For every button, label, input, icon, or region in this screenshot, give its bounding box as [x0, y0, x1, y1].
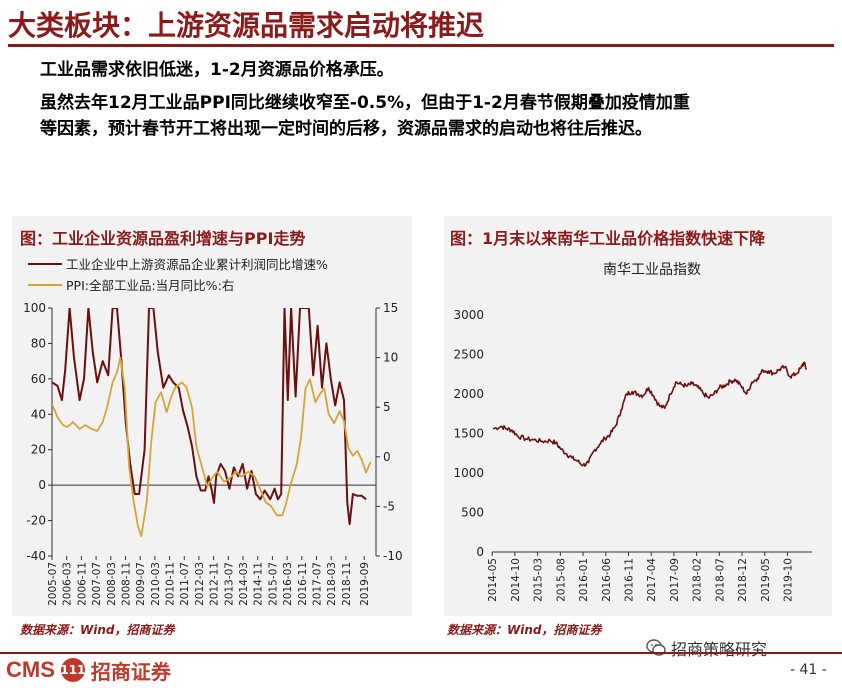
chart1-x-tick-label: 2016-11: [297, 562, 309, 606]
chart1-left-tick-label: 40: [31, 407, 46, 421]
chart1-right-tick-label: 15: [383, 301, 398, 315]
wechat-account: 招商策略研究: [646, 636, 767, 660]
chart1-x-tick-label: 2005-07: [47, 562, 59, 606]
chart2-y-tick-label: 2500: [453, 348, 484, 362]
wechat-icon: [646, 639, 666, 656]
chart2-y-tick-label: 500: [461, 506, 484, 520]
chart1-left-tick-label: 60: [31, 372, 46, 386]
chart1-left-tick-label: 80: [31, 336, 46, 350]
chart1-x-tick-label: 2016-03: [282, 562, 294, 606]
chart2-title: 南华工业品指数: [603, 262, 701, 278]
chart2-y-tick-label: 3000: [453, 308, 484, 322]
summary-line-3: 等因素，预计春节开工将出现一定时间的后移，资源品需求的启动也将往后推迟。: [40, 119, 652, 139]
chart2-x-tick-label: 2016-06: [601, 558, 613, 602]
chart1-x-tick-label: 2018-11: [341, 562, 353, 606]
chart2-x-tick-label: 2017-04: [646, 558, 658, 602]
chart1-x-tick-label: 2008-11: [120, 562, 132, 606]
page-title: 大类板块：上游资源品需求启动将推迟: [8, 9, 485, 42]
chart2-y-tick-label: 1000: [453, 466, 484, 480]
chart2-x-tick-label: 2019-05: [760, 558, 772, 602]
chart1-x-tick-label: 2010-03: [150, 562, 162, 606]
chart1-left-tick-label: 20: [31, 443, 46, 457]
chart1-x-tick-label: 2006-11: [76, 562, 88, 606]
chart1-left-tick-label: 0: [38, 478, 46, 492]
chart1-legend-label: PPI:全部工业品:当月同比%:右: [66, 278, 234, 293]
chart1-x-tick-label: 2019-09: [359, 562, 371, 606]
chart1-x-tick-label: 2012-03: [194, 562, 206, 606]
summary-line-1: 工业品需求依旧低迷，1-2月资源品价格承压。: [40, 60, 394, 80]
chart1-right-tick-label: -10: [383, 549, 403, 563]
title-underline: [8, 44, 834, 47]
chart1-x-tick-label: 2014-03: [238, 562, 250, 606]
chart1-right-tick-label: 0: [383, 450, 391, 464]
wechat-account-name: 招商策略研究: [671, 640, 768, 659]
figure2-title: 图：1月末以来南华工业品价格指数快速下降: [450, 229, 766, 248]
chart1-x-tick-label: 2008-03: [106, 562, 118, 606]
chart1-x-tick-label: 2009-07: [135, 562, 147, 606]
chart1-legend-label: 工业企业中上游资源品企业累计利润同比增速%: [66, 257, 328, 272]
logo-badge: 111: [60, 658, 85, 682]
chart2-plot: 南华工业品指数 0 500 1000 1500 2000 2500 3000 2014-05 20…: [453, 262, 812, 602]
chart2-x-tick-label: 2018-02: [692, 558, 704, 602]
chart2-series-nanhua: [492, 361, 808, 467]
company-logo: CMS 111 招商证券: [6, 656, 171, 684]
figure2-source: 数据来源：Wind，招商证券: [447, 623, 602, 637]
chart1-x-tick-label: 2014-11: [253, 562, 265, 606]
chart2-x-tick-label: 2016-01: [578, 558, 590, 602]
chart2-y-tick-label: 1500: [453, 427, 484, 441]
chart2-x-tick-label: 2018-12: [737, 558, 749, 602]
chart2-x-tick-label: 2016-11: [623, 558, 635, 602]
chart2-x-tick-label: 2018-07: [714, 558, 726, 602]
chart2-x-tick-label: 2019-10: [782, 558, 794, 602]
chart1-right-tick-label: -5: [383, 499, 395, 513]
chart1-right-tick-label: 5: [383, 400, 391, 414]
chart1-x-tick-label: 2010-11: [165, 562, 177, 606]
chart2-x-tick-label: 2017-09: [669, 558, 681, 602]
chart2-y-tick-label: 0: [476, 545, 484, 559]
chart1-x-tick-label: 2013-07: [223, 562, 235, 606]
chart1-x-tick-label: 2018-03: [326, 562, 338, 606]
page-number: - 41 -: [790, 662, 827, 678]
footer-rule: [0, 652, 842, 654]
chart2-x-tick-label: 2014-10: [510, 558, 522, 602]
chart1-x-tick-label: 2012-11: [209, 562, 221, 606]
chart1-x-tick-label: 2006-03: [62, 562, 74, 606]
chart1-right-tick-label: 10: [383, 351, 398, 365]
chart1-series-profit: [52, 308, 367, 526]
chart2-y-tick-label: 2000: [453, 387, 484, 401]
chart1-left-tick-label: -20: [26, 514, 46, 528]
chart2-x-tick-label: 2014-05: [487, 558, 499, 602]
logo-cn-text: 招商证券: [90, 659, 171, 684]
chart1-x-tick-label: 2015-07: [267, 562, 279, 606]
chart1-left-tick-label: 100: [23, 301, 46, 315]
chart1-x-tick-label: 2011-07: [179, 562, 191, 606]
chart2-x-tick-label: 2015-08: [555, 558, 567, 602]
chart1-left-tick-label: -40: [26, 549, 46, 563]
figure2-panel: [444, 216, 832, 616]
chart1-x-tick-label: 2017-07: [311, 562, 323, 606]
chart2-x-tick-label: 2015-03: [533, 558, 545, 602]
figure1-title: 图：工业企业资源品盈利增速与PPI走势: [20, 229, 306, 248]
chart1-series-ppi: [52, 356, 372, 538]
figure1-source: 数据来源：Wind，招商证券: [20, 623, 175, 637]
summary-line-2: 虽然去年12月工业品PPI同比继续收窄至-0.5%，但由于1-2月春节假期叠加疫…: [40, 93, 690, 113]
chart1-x-tick-label: 2007-07: [91, 562, 103, 606]
logo-cms-text: CMS: [6, 657, 55, 682]
